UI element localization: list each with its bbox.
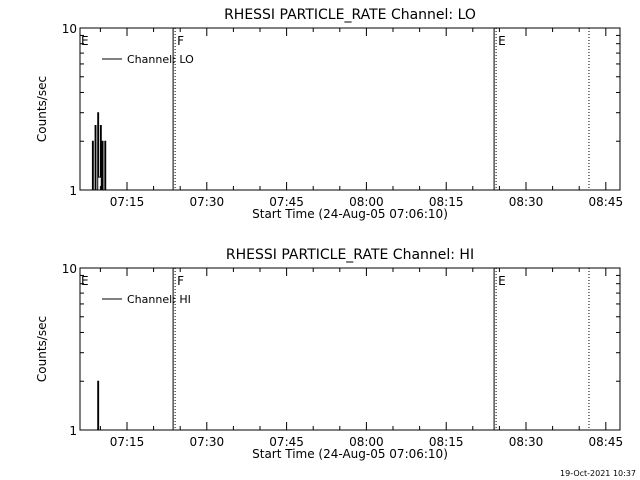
y-axis-label: Counts/sec — [35, 316, 49, 382]
x-axis-label: Start Time (24-Aug-05 07:06:10) — [252, 207, 448, 221]
footer-timestamp: 19-Oct-2021 10:37 — [560, 469, 636, 478]
chart-title: RHESSI PARTICLE_RATE Channel: HI — [226, 247, 474, 263]
x-tick-label: 08:30 — [509, 195, 544, 209]
x-tick-label: 07:45 — [269, 435, 304, 449]
chart-title: RHESSI PARTICLE_RATE Channel: LO — [224, 7, 476, 23]
marker-label: E — [498, 274, 506, 288]
x-tick-label: 08:15 — [429, 195, 464, 209]
x-axis-label: Start Time (24-Aug-05 07:06:10) — [252, 447, 448, 461]
marker-label: E — [81, 34, 89, 48]
x-tick-label: 07:30 — [190, 195, 225, 209]
x-tick-label: 08:45 — [589, 195, 624, 209]
y-tick-label: 10 — [62, 22, 77, 36]
legend-label: Channel: HI — [127, 293, 191, 306]
plot-frame — [79, 267, 621, 431]
y-tick-label: 1 — [69, 424, 77, 438]
x-tick-label: 07:30 — [190, 435, 225, 449]
y-tick-label: 10 — [62, 262, 77, 276]
marker-label: E — [81, 274, 89, 288]
x-tick-label: 08:00 — [349, 435, 384, 449]
marker-label: E — [498, 34, 506, 48]
marker-label: F — [177, 274, 184, 288]
x-tick-label: 08:30 — [509, 435, 544, 449]
y-axis-label: Counts/sec — [35, 76, 49, 142]
plot-frame — [79, 27, 621, 191]
chart-panel-1: RHESSI PARTICLE_RATE Channel: LO 07:15 07:… — [35, 7, 623, 221]
x-tick-label: 08:00 — [349, 195, 384, 209]
series-line — [90, 112, 111, 191]
series-line — [96, 380, 100, 431]
x-tick-label: 07:45 — [269, 195, 304, 209]
marker-label: F — [177, 34, 184, 48]
x-tick-label: 08:45 — [589, 435, 624, 449]
x-tick-label: 07:15 — [110, 435, 145, 449]
y-tick-label: 1 — [69, 184, 77, 198]
x-tick-label: 08:15 — [429, 435, 464, 449]
chart-panel-2: RHESSI PARTICLE_RATE Channel: HI 07:15 07:… — [35, 247, 623, 461]
legend-label: Channel: LO — [127, 53, 194, 66]
x-tick-label: 07:15 — [110, 195, 145, 209]
